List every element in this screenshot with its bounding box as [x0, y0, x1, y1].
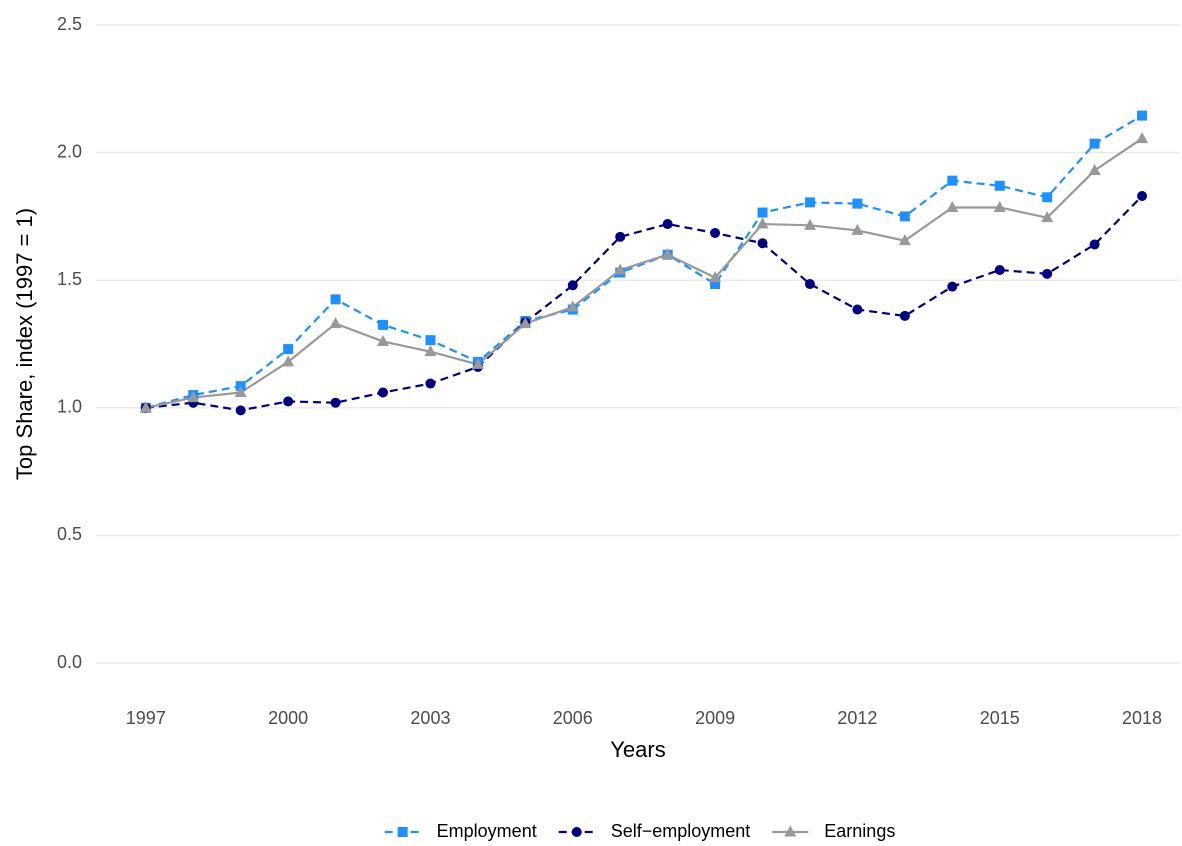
marker: [710, 279, 721, 290]
marker: [898, 234, 911, 246]
marker: [187, 391, 200, 403]
marker: [283, 344, 294, 355]
marker: [566, 300, 579, 312]
marker: [1042, 192, 1053, 203]
marker: [1136, 132, 1149, 144]
legend: Employment Self−employment Earnings: [384, 821, 895, 841]
marker: [994, 264, 1005, 275]
marker: [710, 227, 721, 238]
marker: [852, 304, 863, 315]
marker: [329, 317, 342, 329]
y-tick-label: 2.0: [57, 141, 82, 161]
marker: [234, 385, 247, 397]
marker: [852, 198, 863, 209]
marker: [661, 248, 674, 260]
marker: [471, 357, 484, 369]
marker: [947, 281, 958, 292]
marker: [994, 180, 1005, 191]
marker: [757, 238, 768, 249]
marker: [283, 396, 294, 407]
x-tick-label: 2006: [553, 708, 593, 728]
marker: [803, 218, 816, 230]
marker: [1088, 163, 1101, 175]
series-line: [145, 195, 1143, 412]
x-tick-label: 2009: [695, 708, 735, 728]
x-tick-label: 2000: [268, 708, 308, 728]
marker: [424, 345, 437, 357]
x-tick-label: 2003: [410, 708, 450, 728]
legend-item: Earnings: [772, 821, 895, 841]
marker: [804, 197, 815, 208]
marker: [397, 827, 408, 837]
marker: [425, 378, 436, 389]
legend-label: Earnings: [824, 821, 895, 841]
legend-item: Employment: [384, 821, 537, 841]
marker: [567, 280, 578, 291]
marker: [330, 294, 341, 305]
y-axis-label: Top Share, index (1997 = 1): [12, 208, 37, 480]
marker: [1042, 268, 1053, 279]
marker: [899, 310, 910, 321]
marker: [899, 211, 910, 222]
marker: [377, 334, 390, 346]
marker: [804, 279, 815, 290]
legend-label: Employment: [437, 821, 537, 841]
legend-item: Self−employment: [558, 821, 751, 841]
marker: [1041, 211, 1054, 223]
marker: [784, 825, 797, 837]
series-line: [145, 114, 1143, 409]
marker: [1137, 190, 1148, 201]
marker: [946, 200, 959, 212]
marker: [614, 263, 627, 275]
marker: [378, 319, 389, 330]
marker: [1089, 138, 1100, 149]
marker: [1089, 239, 1100, 250]
x-tick-label: 1997: [126, 708, 166, 728]
y-tick-label: 0.5: [57, 524, 82, 544]
y-tick-label: 1.0: [57, 397, 82, 417]
marker: [571, 827, 582, 837]
legend-label: Self−employment: [611, 821, 751, 841]
marker: [615, 231, 626, 242]
marker: [662, 219, 673, 230]
marker: [519, 317, 532, 329]
x-tick-label: 2012: [837, 708, 877, 728]
y-tick-label: 2.5: [57, 14, 82, 34]
series-line: [145, 137, 1143, 409]
y-tick-label: 1.5: [57, 269, 82, 289]
x-tick-label: 2018: [1122, 708, 1162, 728]
marker: [425, 335, 436, 346]
marker: [993, 200, 1006, 212]
marker: [947, 175, 958, 186]
x-axis-label: Years: [610, 737, 665, 762]
marker: [282, 355, 295, 367]
y-tick-label: 0.0: [57, 652, 82, 672]
marker: [378, 387, 389, 398]
marker: [851, 223, 864, 235]
marker: [757, 207, 768, 218]
marker: [235, 405, 246, 416]
x-tick-label: 2015: [980, 708, 1020, 728]
marker: [756, 217, 769, 229]
marker: [1137, 110, 1148, 121]
marker: [139, 401, 152, 413]
marker: [330, 397, 341, 408]
marker: [709, 271, 722, 283]
